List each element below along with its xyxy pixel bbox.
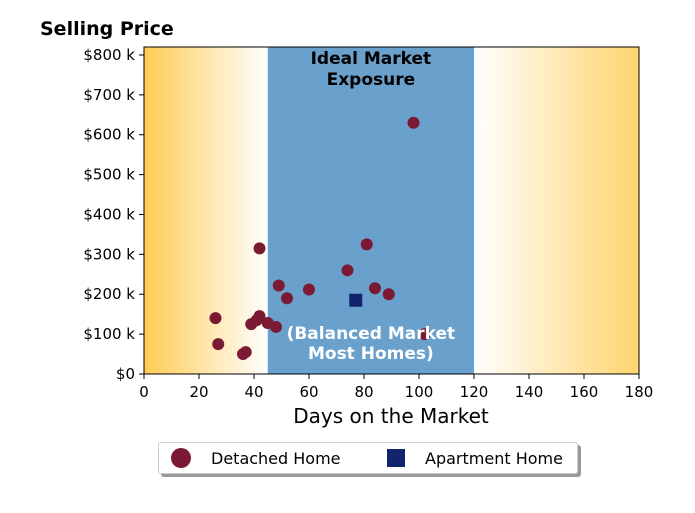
detached-home-point: [239, 346, 252, 359]
detached-home-point: [418, 328, 431, 341]
x-tick-label: 100: [405, 383, 434, 401]
legend-label: Detached Home: [211, 448, 341, 468]
x-tick-label: 120: [460, 383, 489, 401]
y-tick-label: $600 k: [83, 126, 135, 144]
detached-home-point: [382, 288, 395, 301]
legend-label: Apartment Home: [425, 448, 563, 468]
detached-home-point: [209, 312, 222, 325]
x-axis-label: Days on the Market: [293, 404, 489, 428]
legend-item-apartment-home: Apartment Home: [387, 443, 563, 473]
legend-circle-marker: [171, 448, 191, 468]
legend-square-marker: [387, 449, 405, 467]
y-tick-label: $700 k: [83, 86, 135, 104]
detached-home-point: [281, 292, 293, 305]
x-tick-label: 60: [299, 383, 318, 401]
legend-item-detached-home: Detached Home: [171, 443, 341, 473]
detached-home-point: [303, 283, 315, 296]
plot-frame: [143, 46, 640, 375]
y-tick-label: $300 k: [83, 245, 135, 263]
x-tick-label: 160: [570, 383, 599, 401]
y-tick-label: $0: [116, 365, 135, 383]
y-tick-label: $400 k: [83, 205, 135, 223]
apartment-home-point: [349, 293, 363, 307]
ideal-market-region: [267, 47, 474, 374]
x-tick-label: 0: [139, 383, 149, 401]
x-tick-label: 80: [354, 383, 373, 401]
detached-home-point: [270, 320, 282, 333]
chart-title: Selling Price: [40, 18, 174, 40]
x-tick-label: 180: [625, 383, 654, 401]
detached-home-point: [212, 338, 225, 351]
x-tick-label: 40: [244, 383, 263, 401]
background-gradient-left: [144, 47, 268, 374]
background-gradient-right: [474, 47, 639, 374]
region-label: Exposure: [327, 70, 416, 90]
detached-home-point: [360, 238, 373, 251]
detached-home-point: [341, 264, 354, 277]
y-tick-label: $200 k: [83, 285, 135, 303]
region-inner-label: Most Homes): [308, 344, 434, 364]
legend: Detached Home Apartment Home: [158, 442, 578, 474]
detached-home-point: [369, 282, 381, 295]
x-tick-label: 140: [515, 383, 544, 401]
y-tick-label: $100 k: [83, 325, 135, 343]
detached-home-point: [253, 242, 266, 255]
region-inner-label: (Balanced Market: [287, 324, 456, 344]
y-tick-label: $500 k: [83, 166, 135, 184]
x-tick-label: 20: [189, 383, 208, 401]
detached-home-point: [253, 310, 266, 323]
y-tick-label: $800 k: [83, 46, 135, 64]
detached-home-point: [272, 279, 285, 292]
detached-home-point: [407, 116, 420, 129]
region-label: Ideal Market: [311, 49, 432, 69]
